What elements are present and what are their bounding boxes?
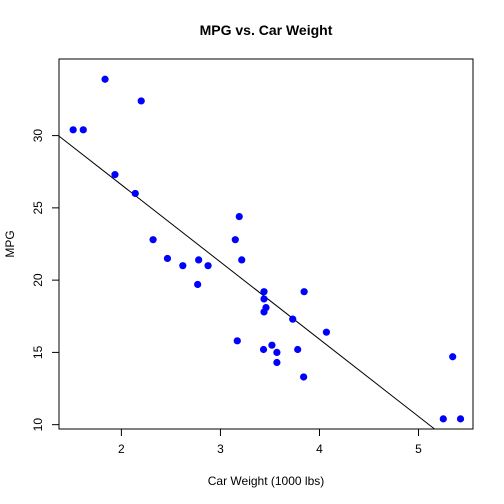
data-point xyxy=(111,171,119,179)
data-point xyxy=(235,212,243,221)
data-point xyxy=(163,254,172,263)
x-tick-label: 5 xyxy=(415,442,422,456)
y-tick-label: 20 xyxy=(31,273,45,287)
data-point xyxy=(79,126,87,134)
data-point xyxy=(294,345,302,354)
data-point xyxy=(300,288,308,296)
data-point xyxy=(268,341,276,349)
y-tick-label: 15 xyxy=(31,345,45,359)
y-tick-label: 10 xyxy=(31,418,45,432)
data-point xyxy=(231,236,239,244)
data-point xyxy=(233,337,241,345)
y-tick-label: 25 xyxy=(31,201,45,215)
data-point xyxy=(260,288,268,296)
data-points xyxy=(69,75,465,423)
data-point xyxy=(322,328,331,336)
data-point xyxy=(439,415,447,423)
chart-title: MPG vs. Car Weight xyxy=(200,22,333,38)
plot-frame xyxy=(58,58,474,430)
data-point xyxy=(289,315,297,323)
regression-line xyxy=(58,135,435,430)
data-point xyxy=(131,189,139,198)
x-tick-label: 2 xyxy=(118,442,125,456)
data-point xyxy=(101,75,109,83)
data-point xyxy=(149,236,157,244)
data-point xyxy=(259,345,268,354)
data-point xyxy=(300,373,308,381)
data-point xyxy=(456,415,465,423)
data-point xyxy=(179,262,187,270)
data-point xyxy=(273,358,281,367)
x-tick-label: 3 xyxy=(217,442,224,456)
x-axis-ticks: 2 3 4 5 xyxy=(118,429,422,456)
data-point xyxy=(273,348,281,356)
y-axis-ticks: 10 15 20 25 30 xyxy=(31,129,59,432)
x-axis-label: Car Weight (1000 lbs) xyxy=(208,474,325,488)
regression-line-group xyxy=(58,135,435,430)
data-point xyxy=(69,126,77,134)
data-point xyxy=(137,97,145,105)
y-axis-label: MPG xyxy=(3,230,17,257)
data-point xyxy=(262,303,270,312)
data-point xyxy=(195,256,203,264)
y-tick-label: 30 xyxy=(31,129,45,143)
data-point xyxy=(449,353,457,361)
x-tick-label: 4 xyxy=(316,442,323,456)
data-point xyxy=(204,262,212,270)
data-point xyxy=(260,295,268,303)
data-point xyxy=(194,280,202,289)
data-point xyxy=(238,256,246,264)
